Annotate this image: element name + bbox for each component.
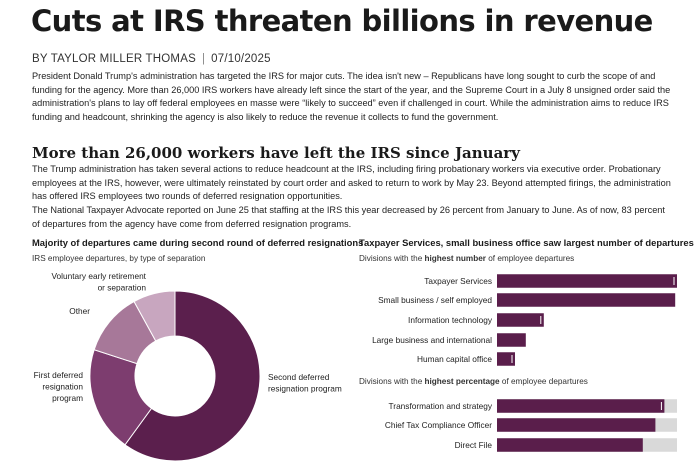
bar-label: Direct File bbox=[455, 440, 493, 450]
bar-chart-subtitle-percentage: Divisions with the highest percentage of… bbox=[359, 377, 588, 386]
byline-separator: | bbox=[201, 53, 206, 65]
bar bbox=[497, 274, 677, 288]
donut-chart-title: Majority of departures came during secon… bbox=[32, 237, 364, 248]
bar bbox=[497, 293, 676, 307]
subtitle-percentage-bold: highest percentage bbox=[424, 377, 500, 386]
bar bbox=[497, 352, 515, 366]
subtitle-number-post: of employee departures bbox=[485, 254, 575, 263]
intro-paragraph: President Donald Trump's administration … bbox=[32, 71, 671, 122]
subtitle-number-pre: Divisions with the bbox=[359, 254, 425, 263]
bar-label: Human capital office bbox=[417, 354, 492, 364]
byline: BY TAYLOR MILLER THOMAS | 07/10/2025 bbox=[32, 53, 271, 65]
bar-label: Transformation and strategy bbox=[389, 401, 493, 411]
bar bbox=[497, 438, 643, 452]
donut-chart-subtitle: IRS employee departures, by type of sepa… bbox=[32, 254, 206, 263]
bar-chart-title: Taxpayer Services, small business office… bbox=[359, 237, 694, 248]
bar-label: Small business / self employed bbox=[378, 295, 492, 305]
bar bbox=[497, 418, 656, 432]
subtitle-number-bold: highest number bbox=[424, 254, 486, 263]
section-paragraph-2: The National Taxpayer Advocate reported … bbox=[32, 205, 665, 229]
donut-label-second-deferred: Second deferred resignation program bbox=[268, 372, 342, 394]
subtitle-percentage-post: of employee departures bbox=[499, 377, 588, 386]
bar bbox=[497, 313, 544, 327]
byline-author: BY TAYLOR MILLER THOMAS bbox=[32, 53, 196, 65]
subtitle-percentage-pre: Divisions with the bbox=[359, 377, 425, 386]
donut-label-other: Other bbox=[69, 306, 90, 316]
bar-label: Chief Tax Compliance Officer bbox=[385, 420, 492, 430]
bar-label: Taxpayer Services bbox=[424, 276, 492, 286]
headline: Cuts at IRS threaten billions in revenue bbox=[31, 4, 653, 38]
section-paragraph-1: The Trump administration has taken sever… bbox=[32, 164, 671, 201]
bar bbox=[497, 333, 526, 347]
byline-date: 07/10/2025 bbox=[211, 53, 271, 65]
donut-label-voluntary-early-retirement: Voluntary early retirement or separation bbox=[51, 271, 146, 293]
section-heading: More than 26,000 workers have left the I… bbox=[32, 144, 520, 162]
donut-slice bbox=[133, 290, 176, 342]
donut-label-first-deferred: First deferred resignation program bbox=[34, 370, 84, 403]
bar bbox=[497, 399, 665, 413]
bar-chart-subtitle-number: Divisions with the highest number of emp… bbox=[359, 254, 574, 263]
bar-label: Large business and international bbox=[372, 335, 492, 345]
donut-slice bbox=[124, 290, 261, 462]
bar-label: Information technology bbox=[408, 315, 493, 325]
